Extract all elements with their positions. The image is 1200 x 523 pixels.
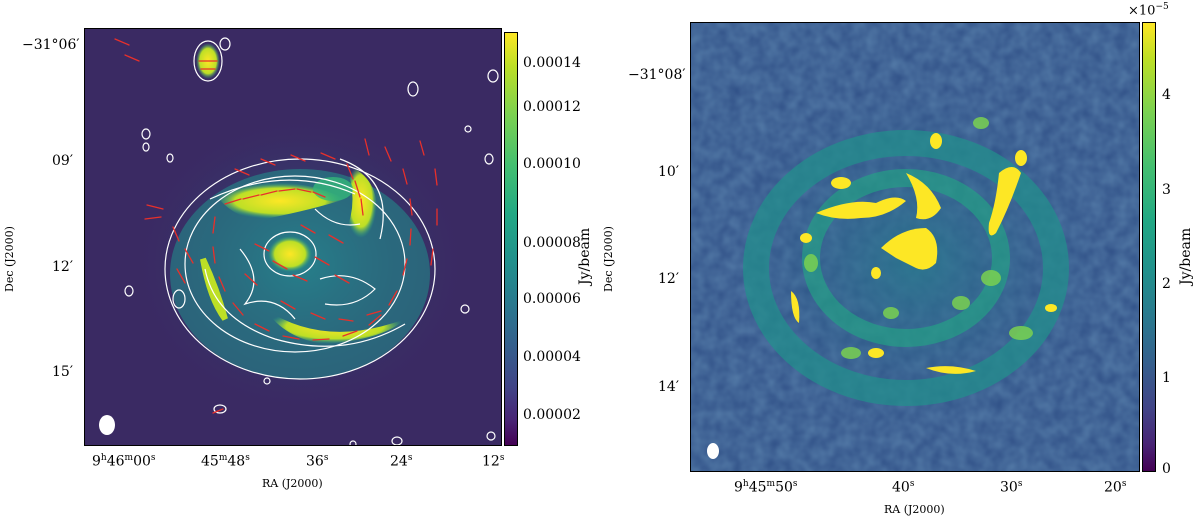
left-image-frame (84, 28, 502, 446)
right-ytick-label: 10′ (658, 164, 679, 180)
right-image (691, 23, 1139, 471)
left-y-axis-label: Dec (J2000) (3, 226, 16, 292)
left-image (85, 29, 501, 445)
right-colorbar (1142, 22, 1156, 472)
left-colorbar-tick: 0.00014 (523, 55, 581, 71)
right-xtick-label: 20s (1104, 479, 1127, 496)
left-ytick-label: 09′ (52, 153, 73, 169)
left-colorbar-tick: 0.00008 (523, 235, 581, 251)
left-xtick-label: 12s (482, 453, 505, 470)
left-colorbar-tick: 0.00012 (523, 99, 581, 115)
left-x-axis-label: RA (J2000) (262, 477, 323, 490)
right-image-frame (690, 22, 1140, 472)
left-xtick-label: 36s (306, 453, 329, 470)
left-colorbar (504, 32, 518, 446)
right-ytick-label: −31°08′ (628, 67, 686, 83)
right-xtick-label: 40s (892, 479, 915, 496)
left-colorbar-tick: 0.00010 (523, 156, 581, 172)
right-ytick-label: 14′ (658, 379, 679, 395)
right-colorbar-tick: 4 (1162, 87, 1171, 103)
left-ytick-label: −31°06′ (22, 37, 80, 53)
right-ytick-label: 12′ (658, 271, 679, 287)
left-ytick-label: 15′ (52, 364, 73, 380)
left-colorbar-tick: 0.00006 (523, 291, 581, 307)
right-y-axis-label: Dec (J2000) (602, 226, 615, 292)
right-xtick-label: 9h45m50s (734, 479, 798, 496)
left-xtick-label: 9h46m00s (92, 453, 156, 470)
left-colorbar-tick: 0.00004 (523, 349, 581, 365)
right-colorbar-tick: 2 (1162, 276, 1171, 292)
left-beam-ellipse (99, 415, 115, 435)
right-colorbar-tick: 3 (1162, 182, 1171, 198)
right-colorbar-multiplier: ×10−5 (1128, 2, 1169, 19)
left-ytick-label: 12′ (52, 259, 73, 275)
right-colorbar-label: Jy/beam (1178, 227, 1194, 285)
right-x-axis-label: RA (J2000) (884, 503, 945, 516)
right-beam-ellipse (707, 443, 719, 459)
left-xtick-label: 24s (390, 453, 413, 470)
left-xtick-label: 45m48s (201, 453, 250, 470)
right-xtick-label: 30s (1000, 479, 1023, 496)
right-colorbar-tick: 0 (1162, 461, 1171, 477)
left-colorbar-tick: 0.00002 (523, 407, 581, 423)
left-colorbar-label: Jy/beam (577, 227, 593, 285)
right-colorbar-tick: 1 (1162, 370, 1171, 386)
